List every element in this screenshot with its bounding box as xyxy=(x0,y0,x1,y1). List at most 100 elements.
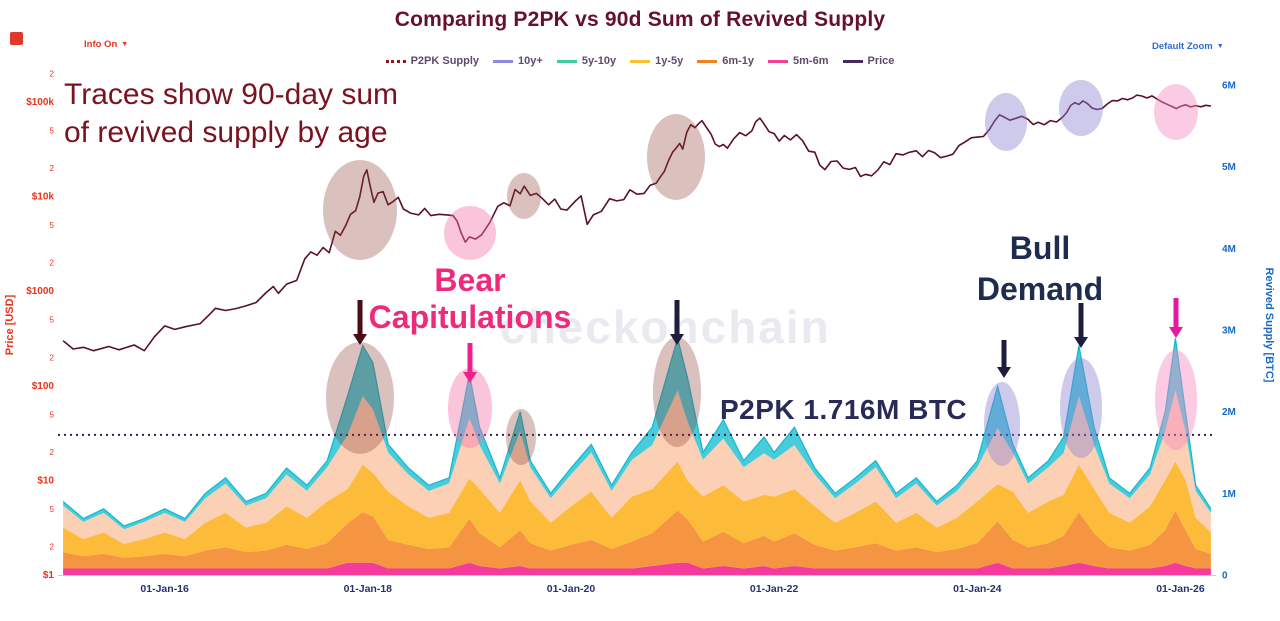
x-axis-tick: 01-Jan-26 xyxy=(1156,583,1205,595)
right-axis-tick: 2M xyxy=(1222,407,1236,418)
legend-item-price[interactable]: Price xyxy=(842,55,895,67)
area-6m-1y xyxy=(63,510,1211,569)
traces-annotation: Traces show 90-day sum of revived supply… xyxy=(64,76,398,153)
traces-annotation-line2: of revived supply by age xyxy=(64,116,388,150)
legend-item-6m-1y[interactable]: 6m-1y xyxy=(697,55,754,67)
legend-label: 10y+ xyxy=(518,55,543,67)
legend-label: 5m-6m xyxy=(793,55,829,67)
left-axis-tick: $100k xyxy=(26,97,54,108)
revived-total-outline xyxy=(62,335,1212,527)
legend-swatch xyxy=(385,59,406,63)
zoom-control[interactable]: Default Zoom ▼ xyxy=(1152,41,1224,52)
right-axis-title: Revived Supply [BTC] xyxy=(1263,268,1275,383)
left-axis-tick: 2 xyxy=(50,448,55,457)
right-axis-tick: 4M xyxy=(1222,244,1236,255)
x-axis-tick: 01-Jan-22 xyxy=(750,583,799,595)
info-toggle-label: Info On xyxy=(84,39,118,50)
left-axis-title: Price [USD] xyxy=(4,294,16,355)
highlight-ellipse-3 xyxy=(647,114,705,200)
x-axis-tick: 01-Jan-20 xyxy=(547,583,596,595)
left-axis-tick: 2 xyxy=(50,164,55,173)
annotation-arrow-head-2 xyxy=(670,334,684,345)
chevron-down-icon: ▼ xyxy=(121,41,129,48)
highlight-ellipse-0 xyxy=(323,160,397,260)
legend-item-5y-10y[interactable]: 5y-10y xyxy=(556,55,617,67)
legend-label: P2PK Supply xyxy=(410,55,480,67)
annotation-arrow-head-5 xyxy=(1169,327,1183,338)
zoom-control-label: Default Zoom xyxy=(1152,41,1213,52)
annotation-arrow-head-4 xyxy=(1074,337,1088,348)
bull-demand-annotation: Bull Demand xyxy=(948,228,1132,310)
highlight-ellipse-2 xyxy=(507,173,541,219)
p2pk-supply-label: P2PK 1.716M BTC xyxy=(720,394,968,425)
left-axis-tick: $10k xyxy=(32,192,55,203)
left-axis-tick: 5 xyxy=(50,505,55,514)
x-axis-tick: 01-Jan-24 xyxy=(953,583,1002,595)
highlight-ellipse-9 xyxy=(506,409,536,465)
left-axis-tick: 2 xyxy=(50,353,55,362)
legend-label: 1y-5y xyxy=(655,55,684,67)
left-axis-tick: $1000 xyxy=(26,286,54,297)
highlight-ellipse-13 xyxy=(1155,350,1197,450)
legend-swatch xyxy=(842,59,863,63)
page-title: Comparing P2PK vs 90d Sum of Revived Sup… xyxy=(394,8,886,31)
highlight-ellipse-6 xyxy=(1154,84,1198,140)
traces-annotation-line1: Traces show 90-day sum xyxy=(64,78,399,111)
bull-annotation-line2: Demand xyxy=(976,270,1104,307)
area-5m-6m xyxy=(63,562,1211,575)
bear-annotation-line1: Bear xyxy=(434,262,506,298)
highlight-ellipse-5 xyxy=(1059,80,1103,136)
left-axis-tick: 5 xyxy=(50,316,55,325)
highlight-ellipse-12 xyxy=(1060,358,1102,458)
legend-label: Price xyxy=(867,55,895,67)
legend-item-5m-6m[interactable]: 5m-6m xyxy=(768,55,829,67)
right-axis-tick: 1M xyxy=(1222,489,1236,500)
annotation-arrow-head-0 xyxy=(353,334,367,345)
legend-item-p2pk-supply[interactable]: P2PK Supply xyxy=(385,55,480,67)
highlight-ellipse-11 xyxy=(984,382,1020,466)
annotation-arrow-head-3 xyxy=(997,367,1011,378)
bear-annotation-line2: Capitulations xyxy=(368,298,572,335)
legend-swatch xyxy=(697,59,718,63)
right-axis-tick: 5M xyxy=(1222,162,1236,173)
legend-swatch xyxy=(493,59,514,63)
legend: P2PK Supply 10y+ 5y-10y 1y-5y 6m-1y 5m-6m Pric… xyxy=(0,55,1280,67)
chevron-down-icon: ▼ xyxy=(1216,43,1224,50)
left-axis-tick: 2 xyxy=(50,70,55,79)
left-axis-tick: 2 xyxy=(50,259,55,268)
highlight-ellipse-8 xyxy=(448,368,492,448)
right-axis-tick: 0 xyxy=(1222,571,1228,582)
right-axis-tick: 3M xyxy=(1222,325,1236,336)
highlight-ellipse-4 xyxy=(985,93,1027,151)
legend-swatch xyxy=(556,59,577,63)
left-axis-tick: 2 xyxy=(50,543,55,552)
legend-label: 6m-1y xyxy=(722,55,755,67)
x-axis-tick: 01-Jan-16 xyxy=(140,583,189,595)
left-axis-tick: 5 xyxy=(50,126,55,135)
left-axis-tick: $10 xyxy=(37,475,54,486)
legend-item-1y-5y[interactable]: 1y-5y xyxy=(630,55,683,67)
area-1y-5y xyxy=(63,461,1211,558)
left-axis-tick: $100 xyxy=(32,381,55,392)
highlight-ellipse-1 xyxy=(444,206,496,260)
legend-swatch xyxy=(768,59,789,63)
watermark: checkonchain xyxy=(500,301,831,353)
legend-label: 5y-10y xyxy=(581,55,617,67)
highlight-ellipse-7 xyxy=(326,342,394,454)
annotation-arrow-head-1 xyxy=(463,372,477,383)
legend-swatch xyxy=(630,59,651,63)
right-axis-tick: 6M xyxy=(1222,80,1236,91)
area-5y-10y xyxy=(63,390,1211,544)
legend-item-10y-[interactable]: 10y+ xyxy=(493,55,543,67)
left-axis-tick: $1 xyxy=(43,570,55,581)
highlight-ellipse-10 xyxy=(653,337,701,447)
info-toggle[interactable]: Info On ▼ xyxy=(84,39,128,50)
bull-annotation-line1: Bull xyxy=(1009,230,1071,266)
x-axis-tick: 01-Jan-18 xyxy=(344,583,393,595)
bear-capitulations-annotation: Bear Capitulations xyxy=(322,262,618,336)
left-axis-tick: 5 xyxy=(50,221,55,230)
site-logo-mark xyxy=(10,32,23,45)
price-line xyxy=(62,94,1212,352)
left-axis-tick: 5 xyxy=(50,410,55,419)
